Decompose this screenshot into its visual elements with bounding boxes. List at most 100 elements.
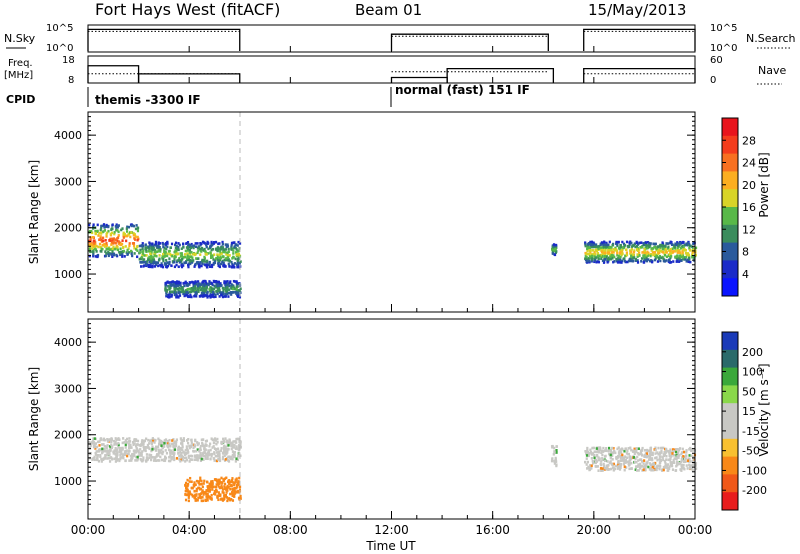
power-cell-4-359 <box>644 253 647 257</box>
power-cell-2-393 <box>220 293 223 297</box>
power-cell-2-375 <box>178 281 181 285</box>
power-cell-2-359 <box>232 285 235 289</box>
velocity-cell-3-462 <box>667 458 670 462</box>
power-cell-2-372 <box>164 282 167 285</box>
power-cell-1-220 <box>234 257 237 261</box>
velocity-cell-3-510 <box>639 462 642 466</box>
power-cell-1-181 <box>187 243 190 246</box>
velocity-cell-3-351 <box>595 458 598 462</box>
power-cell-2-40 <box>214 295 217 299</box>
power-cell-1-323 <box>232 256 235 259</box>
power-cell-2-295 <box>203 286 206 290</box>
velocity-data <box>88 437 698 503</box>
power-cell-0-38 <box>134 227 138 231</box>
x-tick-label-1: 04:00 <box>172 523 207 537</box>
power-cell-4-305 <box>681 249 684 253</box>
power-cell-2-181 <box>212 295 216 299</box>
power-cell-2-151 <box>179 290 183 294</box>
power-cell-2-338 <box>201 294 205 297</box>
velocity-cell-3-444 <box>678 454 681 457</box>
velocity-cell-3-321 <box>663 459 667 463</box>
power-cell-4-447 <box>638 254 641 257</box>
power-cell-4-474 <box>612 254 615 257</box>
velocity-cell-0-267 <box>199 444 202 448</box>
power-cell-2-79 <box>168 292 171 296</box>
power-cell-1-463 <box>198 263 201 267</box>
velocity-cell-3-416 <box>615 455 618 459</box>
velocity-cell-3-23 <box>620 451 623 454</box>
velocity-cell-0-710 <box>221 451 225 455</box>
power-cell-4-567 <box>588 246 591 249</box>
power-cell-4-613 <box>676 260 679 263</box>
velocity-cell-0-520 <box>160 439 163 443</box>
velocity-cell-0-445 <box>207 449 210 452</box>
velocity-cell-0-316 <box>143 440 146 443</box>
velocity-cell-1-146 <box>188 490 191 493</box>
power-cell-2-17 <box>199 288 202 292</box>
velocity-cell-3-285 <box>685 451 688 454</box>
power-cell-1-459 <box>173 250 176 254</box>
power-cell-4-559 <box>651 260 654 264</box>
power-cell-1-412 <box>236 257 240 261</box>
velocity-cell-0-215 <box>205 453 208 456</box>
velocity-cell-1-195 <box>200 482 203 486</box>
power-cell-1-186 <box>190 259 193 262</box>
velocity-cell-0-658 <box>183 453 186 457</box>
velocity-cell-0-505 <box>175 438 178 442</box>
power-cell-0-117 <box>133 252 136 255</box>
velocity-cell-3-126 <box>606 460 609 463</box>
power-cell-1-175 <box>233 262 236 265</box>
power-cell-4-5 <box>654 257 657 260</box>
velocity-cell-3-53 <box>665 464 668 468</box>
velocity-cell-3-178 <box>613 467 617 471</box>
velocity-cell-3-116 <box>585 463 588 466</box>
velocity-cell-0-523 <box>117 438 120 441</box>
power-cell-1-528 <box>235 248 238 251</box>
velocity-cell-1-141 <box>195 489 198 493</box>
power-cell-2-145 <box>164 283 168 287</box>
power-cell-0-248 <box>122 245 125 249</box>
power-cell-4-539 <box>596 260 599 263</box>
power-cell-1-355 <box>186 256 189 260</box>
velocity-cell-3-420 <box>636 451 639 455</box>
power-cell-0-220 <box>107 252 110 256</box>
power-cell-4-585 <box>666 242 669 245</box>
velocity-cell-0-625 <box>112 439 115 443</box>
power-cell-0-80 <box>114 241 117 245</box>
power-cell-4-21 <box>661 255 664 259</box>
power-cell-4-240 <box>588 259 591 263</box>
power-cell-2-365 <box>169 286 172 290</box>
velocity-cell-0-397 <box>111 457 114 461</box>
power-cell-1-536 <box>159 247 162 251</box>
power-cell-4-52 <box>659 246 662 250</box>
velocity-cell-3-254 <box>683 467 686 471</box>
velocity-cell-3-156 <box>625 452 629 455</box>
velocity-cell-3-486 <box>671 468 675 471</box>
velocity-cell-1-157 <box>211 480 214 483</box>
velocity-cell-0-378 <box>159 442 162 446</box>
velocity-cell-0-691 <box>99 438 102 442</box>
velocity-cell-0-686 <box>182 439 185 442</box>
power-cell-4-74 <box>661 250 665 254</box>
power-cell-1-22 <box>212 261 215 265</box>
velocity-cell-0-159 <box>210 452 214 456</box>
velocity-cell-3-84 <box>612 468 615 472</box>
power-cell-4-416 <box>645 256 648 260</box>
power-cell-2-380 <box>219 282 222 285</box>
power-cell-4-526 <box>625 253 629 257</box>
power-cell-4-370 <box>660 244 663 248</box>
power-cell-1-521 <box>177 248 180 252</box>
power-cell-2-416 <box>222 289 225 292</box>
velocity-cell-0-442 <box>130 457 133 461</box>
power-cell-2-330 <box>227 291 230 295</box>
power-cell-0-199 <box>98 231 101 235</box>
velocity-cell-0-499 <box>220 442 223 446</box>
velocity-cell-1-245 <box>222 491 225 495</box>
power-cell-4-597 <box>673 245 676 249</box>
power-cell-1-293 <box>221 260 224 264</box>
velocity-cell-1-78 <box>202 499 205 503</box>
velocity-cell-0-560 <box>220 440 223 444</box>
velocity-cell-0-259 <box>144 447 147 450</box>
velocity-cell-3-522 <box>622 459 625 463</box>
power-cell-1-177 <box>139 248 142 252</box>
